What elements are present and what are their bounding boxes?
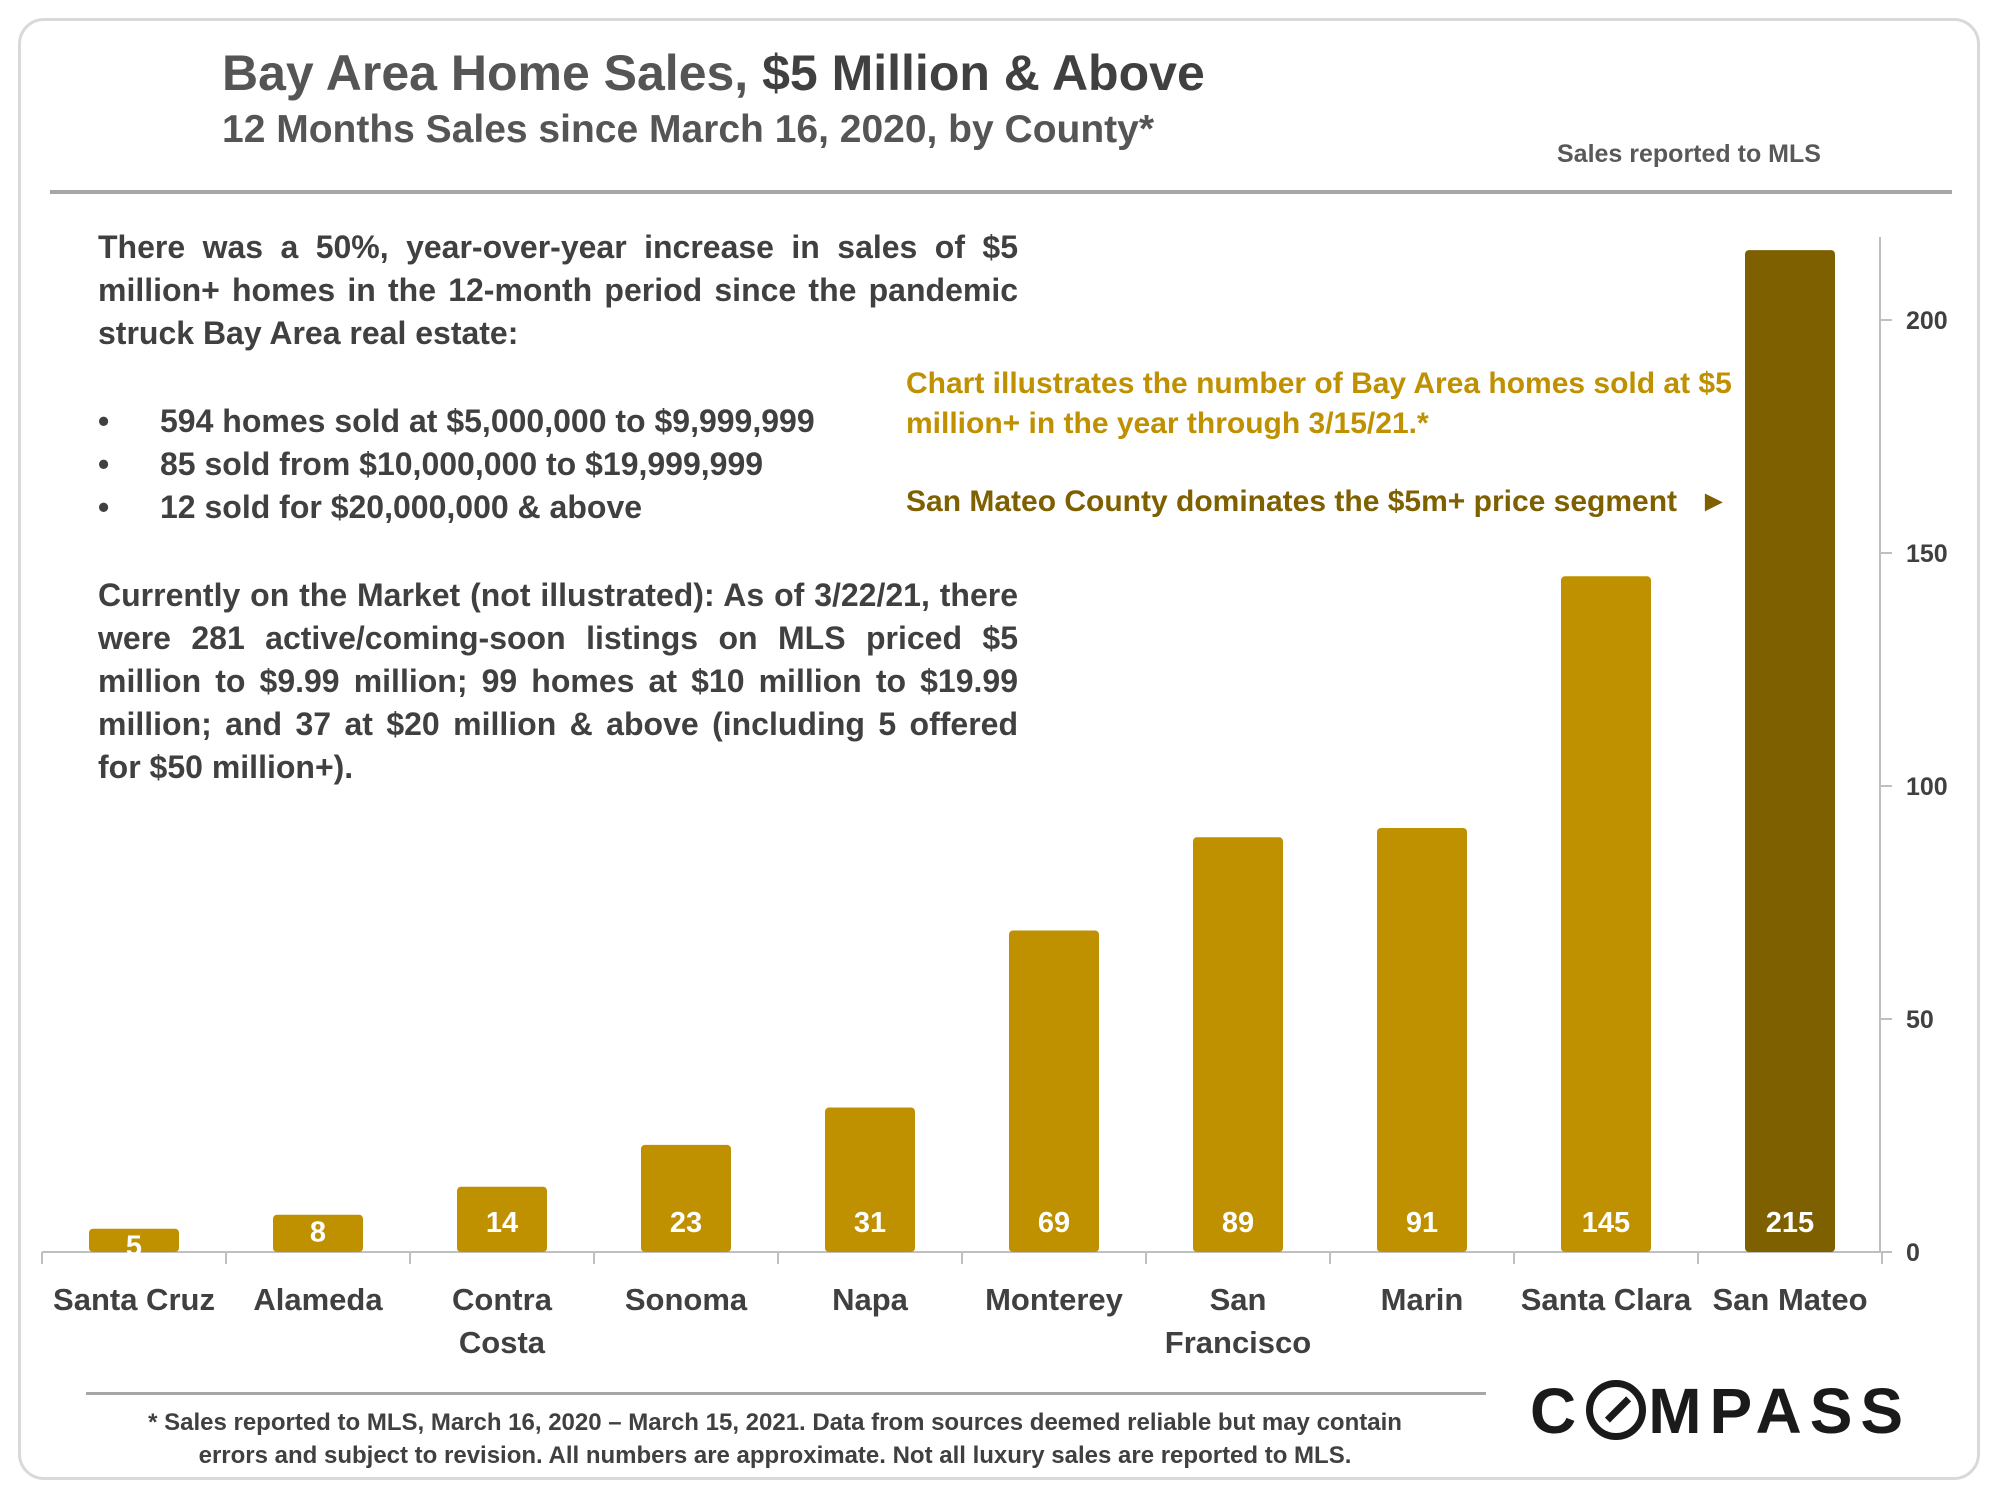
footnote-line: errors and subject to revision. All numb… bbox=[198, 1442, 1352, 1469]
bar bbox=[1745, 250, 1835, 1253]
title-main: Bay Area Home Sales, bbox=[222, 45, 763, 101]
category-label: Alameda bbox=[253, 1282, 383, 1317]
san-mateo-callout: San Mateo County dominates the $5m+ pric… bbox=[906, 485, 1729, 519]
bar-value-label: 31 bbox=[854, 1207, 886, 1239]
source-note: Sales reported to MLS bbox=[1557, 140, 1821, 168]
footer-divider bbox=[86, 1392, 1486, 1395]
footnote: * Sales reported to MLS, March 16, 2020 … bbox=[100, 1406, 1450, 1472]
category-label: Santa Cruz bbox=[53, 1282, 215, 1317]
san-mateo-callout-text: San Mateo County dominates the $5m+ pric… bbox=[906, 485, 1678, 518]
bar bbox=[1009, 930, 1099, 1252]
bar bbox=[1377, 827, 1467, 1252]
sales-bullet-list: • 594 homes sold at $5,000,000 to $9,999,… bbox=[98, 400, 998, 529]
category-label: Costa bbox=[459, 1325, 546, 1360]
title-emphasis: $5 Million & Above bbox=[762, 45, 1205, 101]
bullet-text: 85 sold from $10,000,000 to $19,999,999 bbox=[160, 446, 764, 482]
bar-value-label: 14 bbox=[486, 1207, 518, 1239]
bullet-item: • 85 sold from $10,000,000 to $19,999,999 bbox=[98, 443, 998, 486]
category-label: Santa Clara bbox=[1521, 1282, 1692, 1317]
bullet-dot-icon: • bbox=[98, 403, 110, 439]
bar-value-label: 69 bbox=[1038, 1207, 1070, 1239]
bar bbox=[457, 1186, 547, 1252]
bar-value-label: 91 bbox=[1406, 1207, 1438, 1239]
header-divider bbox=[50, 190, 1952, 194]
market-paragraph: Currently on the Market (not illustrated… bbox=[98, 577, 1018, 785]
intro-paragraph: There was a 50%, year-over-year increase… bbox=[98, 229, 1018, 351]
bullet-text: 594 homes sold at $5,000,000 to $9,999,9… bbox=[160, 403, 815, 439]
compass-o-icon bbox=[1586, 1380, 1647, 1441]
category-label: Sonoma bbox=[625, 1282, 748, 1317]
bar-value-label: 145 bbox=[1582, 1207, 1630, 1239]
bullet-dot-icon: • bbox=[98, 446, 110, 482]
category-label: Marin bbox=[1381, 1282, 1464, 1317]
logo-text: MPASS bbox=[1648, 1375, 1912, 1447]
bar bbox=[273, 1214, 363, 1252]
bar-value-label: 8 bbox=[310, 1217, 326, 1249]
y-tick-label: 0 bbox=[1906, 1239, 1920, 1267]
bullet-dot-icon: • bbox=[98, 489, 110, 525]
logo-text: C bbox=[1530, 1375, 1585, 1447]
bar-value-label: 23 bbox=[670, 1207, 702, 1239]
chart-frame bbox=[18, 18, 1980, 1480]
chart-title: Bay Area Home Sales, $5 Million & Above bbox=[222, 44, 1205, 102]
bullet-item: • 594 homes sold at $5,000,000 to $9,999,… bbox=[98, 400, 998, 443]
y-tick-label: 100 bbox=[1906, 773, 1948, 801]
category-label: Contra bbox=[452, 1282, 553, 1317]
bar bbox=[825, 1107, 915, 1252]
chart-callout: Chart illustrates the number of Bay Area… bbox=[906, 367, 1732, 440]
bar bbox=[1561, 576, 1651, 1252]
bar bbox=[641, 1144, 731, 1252]
compass-logo: C MPASS bbox=[1530, 1374, 1911, 1448]
y-tick-label: 150 bbox=[1906, 540, 1948, 568]
bullet-text: 12 sold for $20,000,000 & above bbox=[160, 489, 643, 525]
bullet-item: • 12 sold for $20,000,000 & above bbox=[98, 486, 998, 529]
category-label: San bbox=[1210, 1282, 1267, 1317]
bar bbox=[89, 1228, 179, 1252]
footnote-line: * Sales reported to MLS, March 16, 2020 … bbox=[148, 1409, 1402, 1436]
y-tick-label: 200 bbox=[1906, 307, 1948, 335]
bar-value-label: 5 bbox=[126, 1231, 142, 1263]
bar-value-label: 89 bbox=[1222, 1207, 1254, 1239]
chart-subtitle: 12 Months Sales since March 16, 2020, by… bbox=[222, 108, 1155, 151]
category-label: Napa bbox=[832, 1282, 909, 1317]
category-label: San Mateo bbox=[1712, 1282, 1867, 1317]
arrow-right-icon: ► bbox=[1699, 485, 1729, 518]
bar-value-label: 215 bbox=[1766, 1207, 1814, 1239]
y-tick-label: 50 bbox=[1906, 1006, 1934, 1034]
category-label: Monterey bbox=[985, 1282, 1124, 1317]
bar bbox=[1193, 837, 1283, 1252]
category-label: Francisco bbox=[1165, 1325, 1311, 1360]
